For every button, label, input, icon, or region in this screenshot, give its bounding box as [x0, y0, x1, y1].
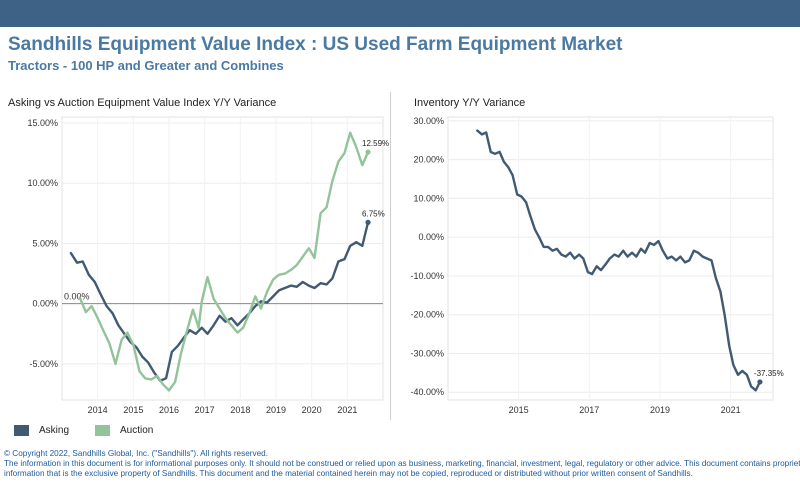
legend-swatch-asking [14, 424, 29, 436]
page-subtitle: Tractors - 100 HP and Greater and Combin… [8, 58, 284, 73]
legend-auction: Auction [95, 423, 153, 437]
right-ytick-label: 10.00% [413, 193, 444, 203]
chart-title-asking-auction: Asking vs Auction Equipment Value Index … [8, 97, 277, 109]
left-series-asking-end-label: 6.75% [362, 209, 385, 218]
disclaimer-line-1: The information in this document is for … [4, 459, 800, 468]
right-xtick-label: 2017 [579, 405, 599, 415]
left-ytick-label: 5.00% [32, 238, 58, 248]
right-xtick-label: 2021 [721, 405, 741, 415]
left-series-auction-line [78, 131, 370, 392]
left-xtick-label: 2019 [266, 405, 286, 415]
left-xtick-label: 2014 [88, 405, 108, 415]
chart-title-inventory: Inventory Y/Y Variance [414, 97, 526, 109]
left-xtick-label: 2020 [302, 405, 322, 415]
left-plot-area [61, 116, 384, 401]
top-banner [0, 0, 800, 27]
chart-divider [390, 92, 391, 420]
right-xtick-label: 2019 [650, 405, 670, 415]
right-series-inventory-end-point [757, 379, 763, 385]
left-xtick-label: 2016 [159, 405, 179, 415]
left-xtick-label: 2017 [195, 405, 215, 415]
left-ytick-label: 0.00% [32, 299, 58, 309]
inventory-chart: 30.00% 20.00% 10.00% 0.00% -10.00% -20.00% -30… [410, 116, 784, 415]
left-series-asking-line [69, 221, 370, 382]
right-series-inventory-line [476, 129, 762, 392]
right-xtick-label: 2015 [509, 405, 529, 415]
left-series-auction-end-point [365, 149, 371, 155]
legend-label-auction: Auction [120, 424, 154, 436]
page-title: Sandhills Equipment Value Index : US Use… [8, 34, 623, 55]
left-xtick-label: 2021 [337, 405, 357, 415]
right-ytick-label: -30.00% [410, 348, 444, 358]
right-ytick-label: 30.00% [413, 116, 444, 126]
footer: © Copyright 2022, Sandhills Global, Inc.… [4, 449, 800, 479]
variance-chart: 15.00% 10.00% 5.00% 0.00% -5.00% 2014 2015 2016… [27, 116, 389, 415]
right-ytick-label: -20.00% [410, 310, 444, 320]
legend-swatch-auction [95, 424, 110, 436]
copyright-text: © Copyright 2022, Sandhills Global, Inc.… [4, 449, 268, 458]
left-zero-label: 0.00% [64, 292, 90, 302]
right-ytick-label: -40.00% [410, 387, 444, 397]
left-ytick-label: -5.00% [29, 359, 58, 369]
left-series-asking-end-point [365, 219, 371, 225]
left-xtick-label: 2015 [123, 405, 143, 415]
right-ytick-label: -10.00% [410, 271, 444, 281]
right-series-inventory-end-label: -37.35% [754, 369, 784, 378]
legend-label-asking: Asking [39, 424, 70, 436]
right-ytick-label: 20.00% [413, 155, 444, 165]
disclaimer-line-2: information that is the exclusive proper… [4, 469, 693, 478]
left-xtick-label: 2018 [230, 405, 250, 415]
left-ytick-label: 10.00% [27, 178, 58, 188]
right-ytick-label: 0.00% [418, 232, 444, 242]
left-series-auction-end-label: 12.59% [362, 139, 389, 148]
left-ytick-label: 15.00% [27, 118, 58, 128]
right-plot-area [447, 116, 774, 401]
legend-asking: Asking [14, 423, 69, 437]
